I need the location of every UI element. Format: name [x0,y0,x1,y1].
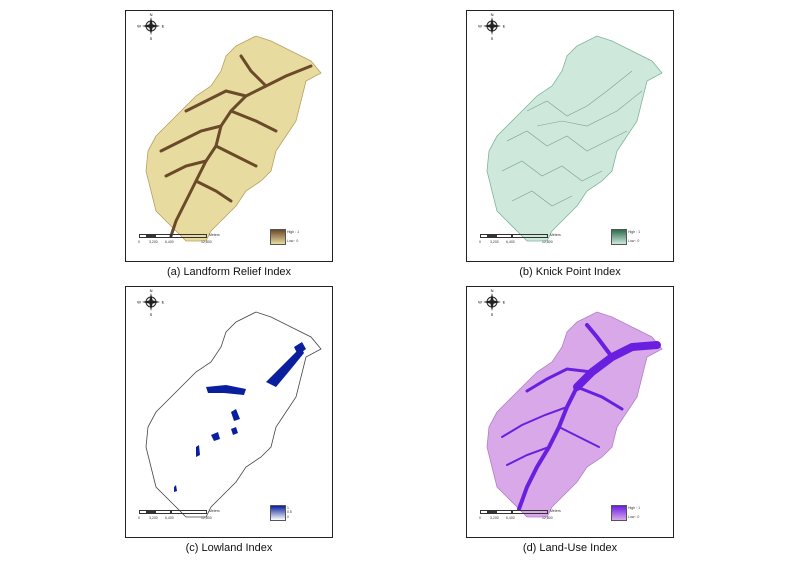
legend-high-label: 1 [287,506,289,510]
scale-tick: 6,400 [506,240,515,244]
scale-tick: 12,800 [542,240,553,244]
svg-text:S: S [150,36,153,41]
scale-tick: 6,400 [165,516,174,520]
legend-swatch [611,229,627,245]
legend-low-label: Low : 0 [628,239,640,243]
map-panel-lowland: N S E W 1 0.5 0 Meters 0 3,200 6,400 [125,286,333,538]
relief-valleys [159,54,313,238]
legend-mid-label: 0.5 [287,510,292,514]
watershed-shape [486,35,663,242]
scale-tick: 12,800 [201,240,212,244]
compass-rose-icon: N S E W [478,12,506,41]
scale-tick: 3,200 [149,516,158,520]
scale-tick: 3,200 [149,240,158,244]
knick-point-texture [501,70,643,207]
svg-text:N: N [150,12,153,17]
svg-text:W: W [478,24,482,29]
map-knick-point: N S E W [478,12,663,242]
legend-low-label: 0 [287,515,289,519]
caption-knick-point: (b) Knick Point Index [519,266,621,278]
scale-bar: Meters 0 3,200 6,400 12,800 [479,233,570,248]
legend: High : 1 Low : 0 [611,229,661,249]
scale-unit: Meters [209,509,220,513]
legend-high-label: High : 1 [628,230,641,234]
lowland-areas [174,342,306,492]
compass-rose-icon: N S E W [137,288,165,317]
legend-high-label: High : 1 [287,230,300,234]
map-lowland: N S E W [137,288,322,518]
caption-landform-relief: (a) Landform Relief Index [166,266,292,278]
scale-unit: Meters [209,233,220,237]
scale-tick: 6,400 [165,240,174,244]
scale-unit: Meters [550,233,561,237]
scale-tick: 3,200 [490,240,499,244]
map-panel-knick-point: N S E W High : 1 Low : 0 Meters 0 3,200 … [466,10,674,262]
svg-text:E: E [162,24,165,29]
compass-rose-icon: N S E W [478,288,506,317]
map-landform-relief: N S E W [137,12,322,242]
legend: 1 0.5 0 [270,505,320,525]
scale-bar: Meters 0 3,200 6,400 12,800 [479,509,570,524]
caption-lowland: (c) Lowland Index [185,542,273,554]
scale-tick: 12,800 [201,516,212,520]
compass-rose-icon: N S E W [137,12,165,41]
scale-bar: Meters 0 3,200 6,400 12,800 [138,233,229,248]
caption-land-use: (d) Land-Use Index [522,542,618,554]
watershed-shape [145,35,322,242]
svg-text:E: E [503,24,506,29]
scale-tick: 12,800 [542,516,553,520]
legend-swatch [270,229,286,245]
svg-text:S: S [491,36,494,41]
legend-low-label: Low : 0 [628,515,640,519]
legend-swatch [270,505,286,521]
svg-text:W: W [137,300,141,305]
svg-text:E: E [162,300,165,305]
map-panel-landform-relief: N S E W High : 1 Low : 0 Meters 0 3,200 … [125,10,333,262]
svg-text:W: W [478,300,482,305]
svg-text:S: S [150,312,153,317]
scale-unit: Meters [550,509,561,513]
svg-text:N: N [491,288,494,293]
svg-text:S: S [491,312,494,317]
scale-tick: 0 [138,240,140,244]
svg-text:E: E [503,300,506,305]
scale-tick: 3,200 [490,516,499,520]
legend-low-label: Low : 0 [287,239,299,243]
land-use-areas [501,323,661,511]
legend: High : 1 Low : 0 [611,505,661,525]
legend: High : 1 Low : 0 [270,229,320,249]
svg-text:N: N [150,288,153,293]
legend-high-label: High : 1 [628,506,641,510]
watershed-shape [486,311,663,518]
svg-text:W: W [137,24,141,29]
map-land-use: N S E W [478,288,663,518]
scale-tick: 6,400 [506,516,515,520]
scale-tick: 0 [138,516,140,520]
scale-tick: 0 [479,516,481,520]
svg-text:N: N [491,12,494,17]
legend-swatch [611,505,627,521]
scale-bar: Meters 0 3,200 6,400 12,800 [138,509,229,524]
map-panel-land-use: N S E W High : 1 Low : 0 Meters 0 3,200 … [466,286,674,538]
scale-tick: 0 [479,240,481,244]
